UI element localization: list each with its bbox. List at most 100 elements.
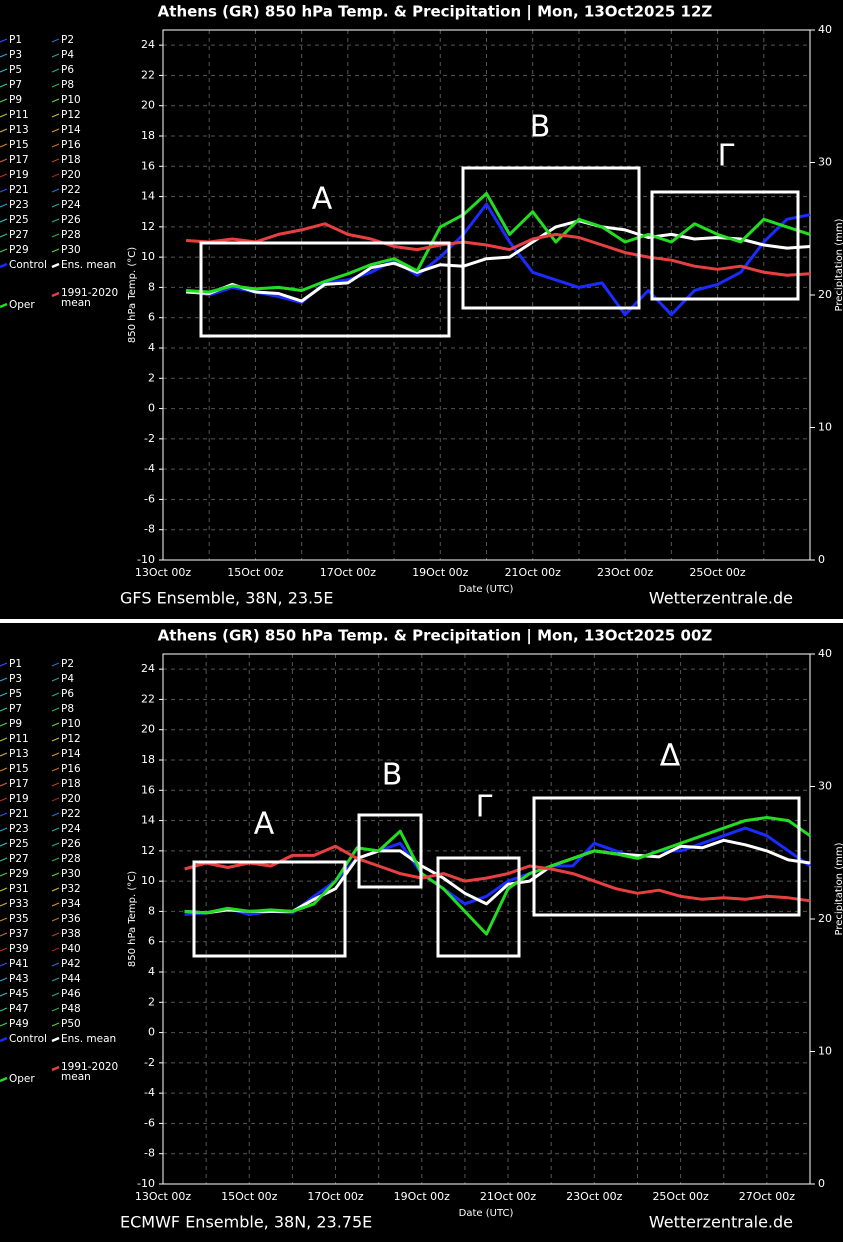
y2-tick-label: 40: [818, 647, 832, 660]
y-tick-label: 4: [148, 965, 155, 978]
legend-label: P34: [61, 898, 81, 910]
legend-swatch: [0, 827, 8, 832]
y-tick-label: -4: [144, 1086, 155, 1099]
legend-swatch: [51, 812, 60, 817]
legend-swatch: [0, 977, 8, 982]
y-tick-label: 10: [141, 250, 155, 263]
legend-swatch: [51, 203, 60, 208]
legend-label: P9: [9, 94, 22, 106]
legend-swatch: [0, 1007, 8, 1012]
legend-swatch: [0, 692, 8, 697]
legend-swatch: [0, 662, 8, 667]
legend-label: 1991-2020 mean: [61, 1062, 119, 1083]
legend-swatch: [51, 887, 60, 892]
legend-label: P27: [9, 229, 29, 241]
legend-swatch: [51, 707, 60, 712]
legend-label: P39: [9, 943, 29, 955]
y-tick-label: -8: [144, 1147, 155, 1160]
legend-swatch: [51, 188, 60, 193]
y-tick-label: 14: [141, 814, 155, 827]
panel: Athens (GR) 850 hPa Temp. & Precipitatio…: [0, 627, 843, 1232]
legend-swatch: [0, 158, 8, 163]
y-tick-label: 4: [148, 341, 155, 354]
annotation-label: Γ: [476, 790, 493, 825]
legend-label: P16: [61, 763, 81, 775]
legend-swatch: [51, 262, 60, 269]
y2-axis-label: Precipitation (mm): [834, 218, 843, 311]
legend-label: P15: [9, 139, 29, 151]
legend-swatch: [0, 887, 8, 892]
legend-label: P6: [61, 688, 74, 700]
x-tick-label: 17Oct 00z: [307, 1190, 364, 1203]
annotation-label: Γ: [718, 139, 735, 174]
legend-swatch: [51, 128, 60, 133]
plot-frame: [162, 653, 811, 1185]
annotation-label: B: [530, 110, 551, 145]
legend-label-wrap: 1991-2020 mean: [61, 1062, 119, 1083]
legend-swatch: [0, 98, 8, 103]
x-tick-label: 27Oct 00z: [739, 1190, 796, 1203]
legend-label: P40: [61, 943, 81, 955]
y-tick-label: 18: [141, 129, 155, 142]
legend-swatch: [0, 203, 8, 208]
legend-swatch: [0, 932, 8, 937]
legend-swatch: [51, 917, 60, 922]
legend-swatch: [0, 1036, 8, 1043]
annotation-box: [650, 190, 800, 301]
x-tick-label: 25Oct 00z: [689, 566, 746, 579]
legend-label: P12: [61, 109, 81, 121]
legend-swatch: [51, 98, 60, 103]
legend-label: P23: [9, 823, 29, 835]
series-line: [185, 202, 811, 317]
legend-swatch: [51, 827, 60, 832]
y2-tick-label: 0: [818, 1177, 825, 1190]
legend-swatch: [51, 692, 60, 697]
series-line: [184, 816, 811, 936]
credit: Wetterzentrale.de: [649, 589, 793, 608]
legend-label: P45: [9, 988, 29, 1000]
annotation-box: [192, 860, 347, 958]
legend-swatch: [0, 68, 8, 73]
legend-label: P43: [9, 973, 29, 985]
legend-swatch: [51, 962, 60, 967]
y2-tick-label: 10: [818, 421, 832, 434]
legend-swatch: [51, 248, 60, 253]
legend-swatch: [51, 857, 60, 862]
annotation-label: A: [254, 807, 275, 842]
legend-label: P25: [9, 214, 29, 226]
x-tick-label: 13Oct 00z: [135, 1190, 192, 1203]
legend-swatch: [51, 68, 60, 73]
legend-label: P5: [9, 64, 22, 76]
x-tick-label: 15Oct 00z: [221, 1190, 278, 1203]
legend-swatch: [51, 677, 60, 682]
legend-swatch: [0, 857, 8, 862]
y-tick-label: 6: [148, 311, 155, 324]
y2-tick-label: 30: [818, 156, 832, 169]
legend-swatch: [51, 842, 60, 847]
legend-label: P7: [9, 79, 22, 91]
y-tick-label: 18: [141, 753, 155, 766]
chart-title: Athens (GR) 850 hPa Temp. & Precipitatio…: [158, 3, 713, 22]
legend-swatch: [0, 302, 8, 309]
legend-label: P38: [61, 928, 81, 940]
legend-label: P48: [61, 1003, 81, 1015]
legend-swatch: [51, 38, 60, 43]
legend-swatch: [0, 782, 8, 787]
legend-swatch: [0, 812, 8, 817]
legend-label: P23: [9, 199, 29, 211]
legend-label: P50: [61, 1018, 81, 1030]
y-tick-label: -10: [137, 553, 155, 566]
legend-swatch: [0, 233, 8, 238]
y-tick-label: 12: [141, 844, 155, 857]
annotation-box: [357, 813, 423, 889]
legend-swatch: [51, 83, 60, 88]
legend-swatch: [0, 38, 8, 43]
legend-label: P7: [9, 703, 22, 715]
y-tick-label: 22: [141, 68, 155, 81]
legend-label-wrap: 1991-2020 mean: [61, 288, 118, 308]
legend-swatch: [51, 947, 60, 952]
legend-label: P3: [9, 49, 22, 61]
legend-label: P25: [9, 838, 29, 850]
y-tick-label: 2: [148, 995, 155, 1008]
